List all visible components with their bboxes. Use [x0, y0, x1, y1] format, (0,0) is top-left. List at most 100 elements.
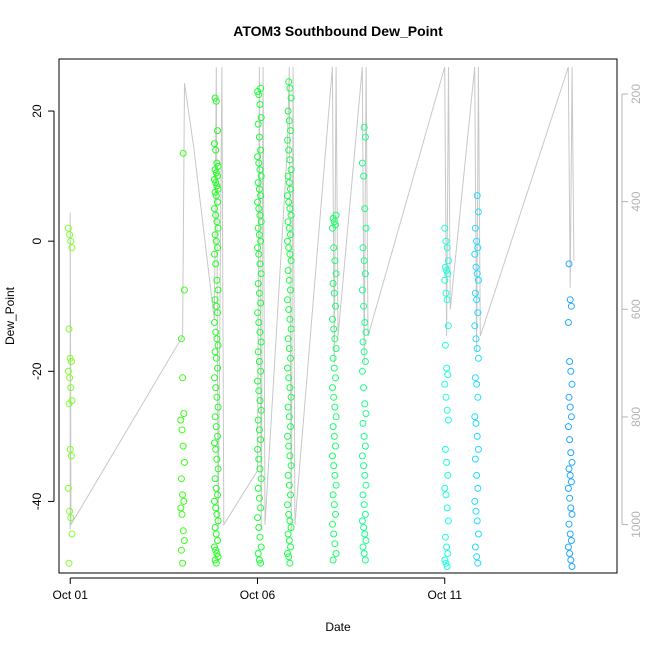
data-point — [471, 413, 479, 421]
data-point — [360, 432, 368, 440]
data-point — [567, 413, 575, 421]
data-point — [64, 367, 72, 375]
data-point — [212, 484, 220, 492]
data-point — [442, 237, 450, 245]
data-point — [287, 543, 294, 551]
data-point — [284, 335, 292, 343]
y-tick-label: -40 — [30, 492, 44, 510]
data-point — [361, 358, 369, 365]
data-point — [286, 250, 294, 258]
data-point — [330, 325, 338, 333]
data-point — [361, 270, 369, 278]
data-point — [358, 286, 366, 294]
data-point — [213, 510, 221, 518]
data-point — [66, 354, 74, 362]
data-point — [285, 413, 293, 421]
data-point — [177, 504, 185, 512]
data-point — [285, 553, 293, 561]
data-point — [256, 166, 264, 174]
data-point — [256, 328, 264, 336]
data-point — [471, 322, 479, 330]
data-point — [566, 494, 574, 502]
data-point — [565, 393, 573, 401]
data-point — [65, 559, 73, 567]
data-point — [329, 214, 337, 222]
data-point — [257, 367, 265, 375]
data-point — [285, 481, 293, 489]
data-point — [256, 465, 264, 473]
data-point — [358, 367, 366, 375]
data-point — [329, 556, 337, 564]
data-point — [212, 169, 220, 177]
data-point — [212, 97, 220, 105]
data-point — [567, 556, 575, 564]
data-point — [443, 244, 451, 252]
data-point — [287, 462, 295, 470]
data-point — [212, 260, 220, 268]
data-point — [257, 559, 265, 567]
data-point — [441, 224, 449, 232]
data-point — [211, 175, 218, 183]
data-point — [284, 172, 292, 180]
data-point — [257, 436, 265, 444]
data-point — [360, 501, 368, 509]
chart-title: ATOM3 Southbound Dew_Point — [233, 23, 443, 39]
pressure-series-line — [69, 66, 575, 530]
data-point — [361, 556, 369, 564]
data-point — [331, 403, 339, 411]
data-point — [211, 250, 218, 258]
data-point — [211, 205, 218, 213]
data-point — [362, 328, 370, 336]
data-point — [329, 452, 336, 460]
points-layer — [64, 78, 576, 570]
data-point — [284, 192, 291, 200]
data-point — [255, 556, 263, 564]
data-point — [566, 530, 574, 538]
data-point — [257, 504, 265, 512]
data-point — [287, 231, 294, 239]
data-point — [361, 530, 369, 538]
data-point — [257, 299, 265, 307]
data-point — [212, 302, 220, 310]
data-point — [360, 524, 368, 531]
data-point — [212, 423, 220, 431]
data-point — [285, 224, 293, 232]
data-point — [285, 306, 293, 313]
data-point — [257, 146, 265, 154]
data-point — [474, 276, 482, 284]
data-point — [330, 364, 338, 372]
data-point — [254, 416, 262, 424]
data-point — [330, 432, 338, 440]
data-point — [441, 533, 449, 541]
data-point — [474, 530, 482, 538]
data-point — [284, 237, 291, 245]
data-point — [473, 296, 481, 304]
data-point — [472, 507, 480, 515]
data-point — [213, 218, 221, 226]
data-point — [473, 432, 481, 440]
data-point — [214, 127, 221, 135]
data-point — [441, 445, 449, 453]
data-point — [332, 345, 340, 352]
data-point — [254, 153, 262, 161]
data-point — [285, 374, 293, 382]
data-point — [441, 484, 449, 492]
y-axis-label: Dew_Point — [3, 286, 17, 345]
data-point — [254, 514, 262, 522]
data-point — [284, 432, 291, 440]
x-tick-label: Oct 06 — [240, 588, 276, 602]
pressure-line-layer — [69, 66, 575, 530]
data-point — [287, 354, 294, 362]
data-point — [211, 497, 218, 505]
data-point — [443, 563, 451, 570]
data-point — [564, 319, 572, 326]
data-point — [179, 149, 187, 157]
data-point — [329, 354, 337, 362]
data-point — [67, 514, 75, 522]
data-point — [254, 120, 262, 128]
data-point — [285, 442, 293, 450]
data-point — [66, 445, 74, 453]
data-point — [254, 244, 262, 252]
data-point — [257, 270, 265, 278]
